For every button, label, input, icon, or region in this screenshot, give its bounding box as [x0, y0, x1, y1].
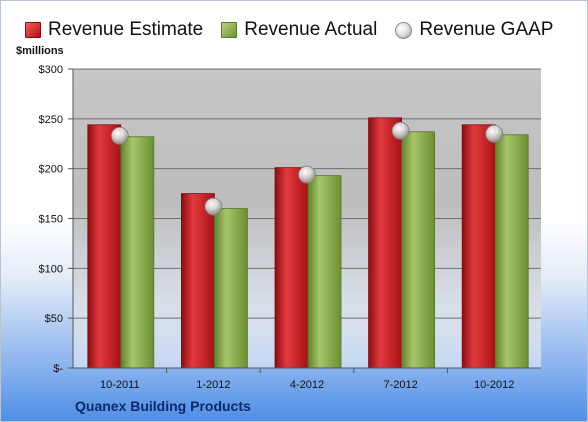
y-tick-label: $250 [39, 114, 63, 126]
y-tick-label: $300 [39, 64, 63, 76]
legend-swatch-gaap [395, 21, 413, 39]
gaap-markers [110, 121, 504, 216]
bar-revenue-estimate [180, 193, 215, 369]
company-name: Quanex Building Products [75, 398, 251, 414]
legend-item-estimate: Revenue Estimate [25, 19, 203, 41]
legend-swatch-estimate [25, 22, 41, 38]
y-tick-label: $100 [39, 263, 63, 275]
x-tick-label: 7-2012 [383, 379, 417, 391]
x-tick-label: 10-2011 [100, 379, 140, 391]
x-tick-label: 4-2012 [290, 379, 324, 391]
y-tick-label: $150 [39, 214, 63, 226]
marker-revenue-gaap [110, 126, 129, 145]
y-axis-unit-label: $millions [16, 45, 64, 57]
bar-revenue-estimate [87, 124, 122, 369]
marker-revenue-gaap [485, 124, 504, 143]
bar-revenue-estimate [461, 124, 496, 369]
bar-revenue-actual [494, 134, 529, 369]
legend-label-gaap: Revenue GAAP [419, 19, 554, 40]
legend-label-actual: Revenue Actual [244, 19, 378, 40]
legend-swatch-actual [221, 22, 238, 38]
x-tick-label: 10-2012 [474, 379, 514, 391]
legend-label-estimate: Revenue Estimate [48, 19, 204, 40]
bars [87, 117, 529, 369]
legend-item-actual: Revenue Actual [221, 19, 377, 41]
bar-revenue-estimate [368, 117, 403, 369]
bar-revenue-estimate [274, 167, 309, 369]
bar-revenue-actual [120, 136, 155, 369]
x-tick-label: 1-2012 [196, 379, 230, 391]
bar-revenue-actual [307, 175, 342, 369]
marker-revenue-gaap [391, 121, 410, 140]
marker-revenue-gaap [298, 165, 316, 184]
bar-revenue-actual [213, 208, 248, 369]
chart-legend: Revenue Estimate Revenue Actual Revenue … [25, 15, 553, 45]
legend-item-gaap: Revenue GAAP [395, 19, 553, 41]
bar-revenue-actual [401, 131, 436, 369]
y-tick-label: $200 [39, 164, 63, 176]
y-tick-label: $- [53, 363, 63, 375]
marker-revenue-gaap [204, 197, 223, 216]
y-tick-label: $50 [45, 313, 63, 325]
axes: $- $50 $100 $150 $200 $250 $300 10-2011 1-2012 4-… [39, 64, 541, 391]
